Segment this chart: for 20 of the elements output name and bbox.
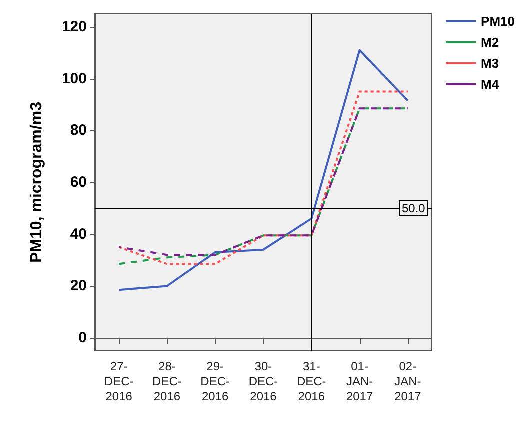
legend-label: M3: [481, 56, 500, 71]
x-tick-label: 01- JAN- 2017: [346, 360, 374, 404]
x-tick-label: 27- DEC- 2016: [104, 360, 134, 404]
legend-label: M4: [481, 77, 500, 92]
x-tick-label: 28- DEC- 2016: [152, 360, 182, 404]
x-tick-label: 02- JAN- 2017: [394, 360, 422, 404]
ref-line-label: 50.0: [402, 201, 426, 216]
x-tick-label: 30- DEC- 2016: [248, 360, 278, 404]
y-tick-label: 120: [62, 18, 87, 36]
y-axis-title: PM10, microgram/m3: [28, 102, 46, 263]
x-tick-label: 31- DEC- 2016: [296, 360, 326, 404]
y-tick-label: 0: [78, 330, 87, 347]
x-tick-label: 29- DEC- 2016: [200, 360, 230, 404]
y-tick-label: 80: [70, 122, 87, 140]
y-tick-label: 100: [62, 70, 87, 88]
legend-label: M2: [481, 35, 500, 50]
y-tick-label: 40: [70, 226, 87, 243]
y-tick-label: 60: [70, 174, 87, 191]
y-tick-label: 20: [70, 278, 87, 295]
legend-label: PM10: [481, 14, 516, 29]
